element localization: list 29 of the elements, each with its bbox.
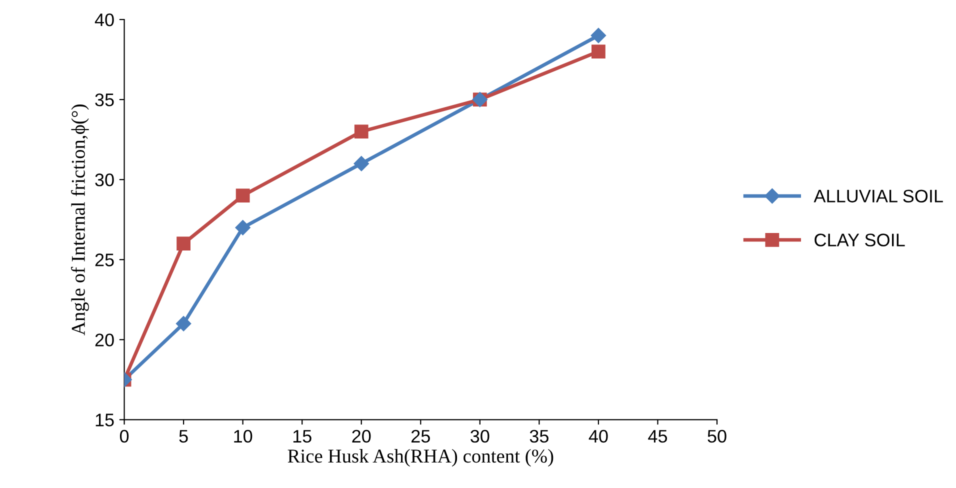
y-tick-label: 40 — [94, 13, 114, 26]
point — [592, 44, 606, 58]
x-tick-label: 50 — [708, 430, 726, 443]
legend-label: ALLUVIAL SOIL — [814, 190, 943, 202]
point — [235, 220, 250, 236]
x-axis-title: Rice Husk Ash(RHA) content (%) — [288, 449, 554, 467]
point — [354, 156, 369, 172]
y-tick-label: 30 — [95, 174, 114, 186]
x-tick-label: 5 — [179, 430, 188, 443]
point — [236, 188, 250, 203]
x-tick-label: 15 — [293, 430, 312, 443]
y-tick-label: 35 — [95, 93, 114, 106]
y-tick-label: 20 — [95, 334, 114, 346]
legend-label: CLAY SOIL — [814, 234, 905, 246]
point — [354, 124, 368, 139]
x-tick-label: 20 — [352, 430, 371, 443]
x-tick-label: 35 — [530, 430, 548, 443]
y-axis-title: Angle of Internal friction,ϕ(°) — [71, 104, 89, 336]
y-tick-label: 15 — [96, 414, 114, 426]
x-tick-label: 30 — [470, 430, 490, 443]
x-tick-label: 40 — [588, 430, 608, 443]
x-tick-label: 0 — [120, 430, 129, 443]
point — [176, 236, 190, 251]
point — [176, 316, 192, 332]
point — [590, 28, 606, 44]
x-tick-label: 10 — [234, 430, 252, 443]
y-tick-label: 25 — [95, 254, 114, 266]
x-tick-label: 45 — [648, 430, 668, 443]
x-tick-label: 25 — [412, 430, 430, 443]
